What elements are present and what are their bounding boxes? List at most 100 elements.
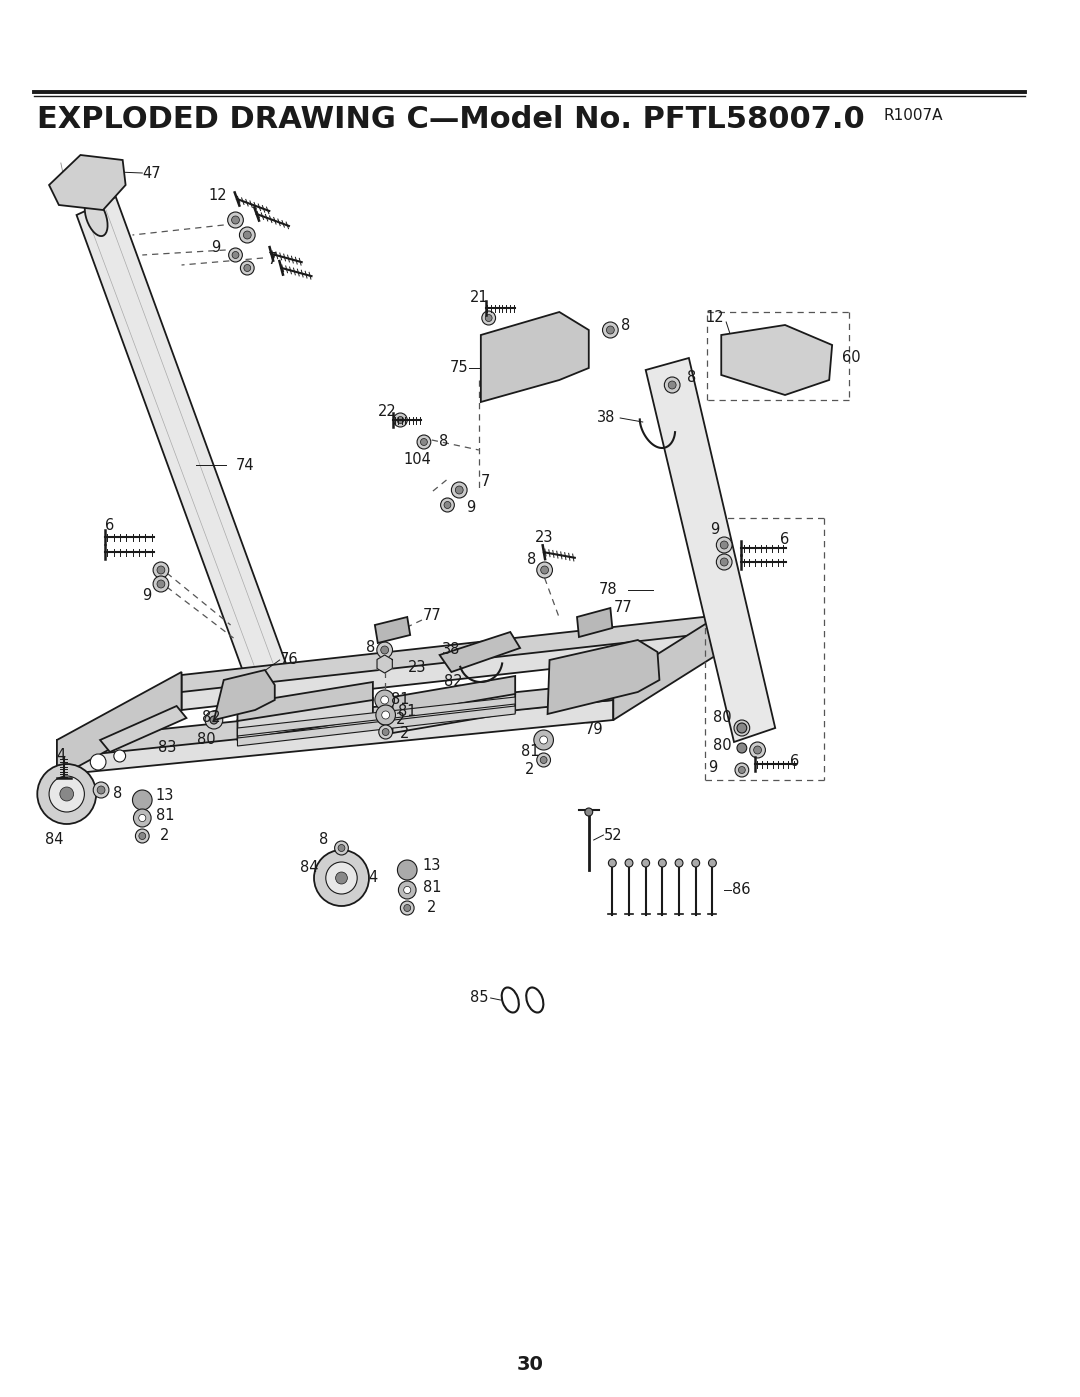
Text: 9: 9 (707, 760, 717, 775)
Text: 8: 8 (438, 434, 448, 450)
Text: 30: 30 (516, 1355, 543, 1375)
Circle shape (336, 872, 348, 884)
Text: EXPLODED DRAWING C—Model No. PFTL58007.0: EXPLODED DRAWING C—Model No. PFTL58007.0 (38, 105, 865, 134)
Circle shape (708, 859, 716, 868)
Text: 2: 2 (395, 712, 405, 728)
Circle shape (754, 746, 761, 754)
Text: 76: 76 (280, 652, 299, 668)
Text: 81: 81 (521, 745, 539, 760)
Text: 8: 8 (687, 370, 697, 386)
Circle shape (401, 901, 414, 915)
Circle shape (157, 566, 165, 574)
Circle shape (229, 693, 242, 707)
Polygon shape (238, 705, 515, 746)
Text: 2: 2 (427, 900, 436, 915)
Circle shape (97, 787, 105, 793)
Circle shape (379, 725, 392, 739)
Polygon shape (481, 312, 589, 402)
Polygon shape (517, 351, 552, 380)
Polygon shape (377, 655, 392, 673)
Text: 13: 13 (422, 858, 441, 873)
Circle shape (113, 750, 125, 761)
Circle shape (585, 807, 593, 816)
Circle shape (737, 743, 746, 753)
Text: 78: 78 (599, 583, 618, 598)
Text: 2: 2 (160, 828, 170, 844)
Text: 104: 104 (403, 453, 431, 468)
Circle shape (397, 416, 404, 423)
Polygon shape (238, 697, 515, 736)
Circle shape (382, 728, 389, 735)
Polygon shape (49, 155, 125, 210)
Circle shape (380, 659, 389, 668)
Circle shape (153, 576, 168, 592)
Circle shape (482, 312, 496, 326)
Text: 38: 38 (597, 411, 616, 426)
Circle shape (451, 482, 467, 497)
Text: 7: 7 (481, 475, 490, 489)
Circle shape (610, 659, 622, 671)
Circle shape (231, 217, 240, 224)
Circle shape (441, 497, 455, 511)
Circle shape (734, 719, 750, 736)
Circle shape (579, 669, 591, 680)
Circle shape (537, 753, 551, 767)
Circle shape (133, 789, 152, 810)
Circle shape (675, 859, 683, 868)
Text: 52: 52 (604, 827, 623, 842)
Polygon shape (392, 693, 515, 733)
Polygon shape (375, 617, 410, 643)
Text: 6: 6 (105, 517, 114, 532)
Circle shape (397, 861, 417, 880)
Circle shape (540, 736, 548, 745)
Circle shape (93, 782, 109, 798)
Polygon shape (57, 700, 613, 775)
Polygon shape (57, 672, 181, 778)
Polygon shape (577, 608, 612, 637)
Circle shape (38, 764, 96, 824)
Circle shape (456, 486, 463, 495)
Text: 83: 83 (158, 740, 176, 756)
Circle shape (240, 226, 255, 243)
Text: 81: 81 (422, 880, 441, 894)
Polygon shape (440, 631, 521, 672)
Circle shape (243, 231, 252, 239)
Circle shape (205, 711, 222, 729)
Circle shape (210, 717, 218, 724)
Circle shape (72, 189, 84, 201)
Text: 85: 85 (470, 990, 488, 1006)
Circle shape (86, 184, 94, 191)
Circle shape (381, 711, 390, 719)
Text: 47: 47 (143, 165, 161, 180)
Text: 84: 84 (300, 861, 319, 876)
Text: 12: 12 (208, 189, 227, 204)
Text: 23: 23 (536, 531, 554, 545)
Circle shape (603, 321, 618, 338)
Polygon shape (181, 630, 721, 710)
Ellipse shape (84, 198, 108, 236)
Text: 2: 2 (525, 763, 535, 778)
Circle shape (735, 763, 748, 777)
Circle shape (134, 809, 151, 827)
Polygon shape (238, 682, 373, 721)
Text: 9: 9 (467, 500, 475, 515)
Circle shape (739, 767, 745, 774)
Circle shape (541, 566, 549, 574)
Polygon shape (77, 197, 296, 710)
Circle shape (738, 724, 746, 732)
Circle shape (692, 859, 700, 868)
Circle shape (335, 841, 349, 855)
Circle shape (750, 742, 766, 759)
Text: 2: 2 (400, 725, 409, 740)
Circle shape (381, 714, 388, 721)
Text: 8: 8 (527, 552, 537, 567)
Circle shape (737, 724, 746, 733)
Text: 12: 12 (705, 310, 724, 326)
Text: R1007A: R1007A (883, 108, 943, 123)
Circle shape (659, 859, 666, 868)
Text: 80: 80 (713, 711, 731, 725)
Circle shape (404, 887, 410, 894)
Circle shape (669, 381, 676, 388)
Text: 23: 23 (408, 661, 427, 676)
Polygon shape (214, 671, 274, 719)
